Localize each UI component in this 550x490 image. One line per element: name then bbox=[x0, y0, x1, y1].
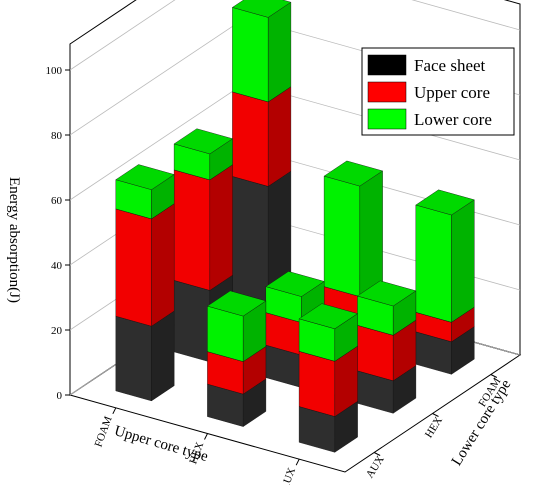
y-tick bbox=[432, 413, 439, 417]
bar-face-front bbox=[323, 175, 360, 297]
z-tick-label: 20 bbox=[51, 325, 63, 337]
bar-segment bbox=[206, 290, 267, 362]
legend-swatch bbox=[367, 81, 407, 103]
grid-line bbox=[69, 0, 521, 71]
bar-segment bbox=[115, 164, 175, 220]
bar-face-top bbox=[265, 271, 325, 297]
bar-face-top bbox=[115, 164, 175, 190]
z-tick-label: 100 bbox=[46, 65, 63, 77]
bar-face-top bbox=[231, 0, 292, 18]
bar-face-side bbox=[209, 164, 233, 291]
bar-face-front bbox=[115, 315, 152, 402]
x-tick bbox=[204, 433, 208, 440]
bar-face-front bbox=[298, 351, 335, 417]
bar-face-front bbox=[232, 7, 269, 103]
bar-face-front bbox=[232, 91, 269, 187]
bar-segment bbox=[265, 271, 325, 323]
bar-face-top bbox=[356, 280, 417, 307]
bar-face-top bbox=[323, 160, 384, 187]
bar-face-top bbox=[206, 290, 267, 317]
x-tick bbox=[112, 407, 117, 415]
z-tick-label: 60 bbox=[51, 195, 63, 207]
bar-face-top bbox=[415, 189, 475, 216]
z-tick-label: 0 bbox=[57, 390, 63, 402]
bar-face-side bbox=[359, 170, 383, 297]
bar-face-side bbox=[268, 86, 292, 187]
bar-face-top bbox=[298, 303, 359, 330]
bar-face-front bbox=[115, 208, 152, 327]
bar-face-side bbox=[151, 203, 175, 327]
legend-label: Upper core bbox=[414, 83, 490, 102]
y-axis-title: Lower core type bbox=[449, 377, 515, 469]
bar-segment bbox=[356, 280, 417, 336]
bar-segment bbox=[298, 303, 359, 362]
bar-segment bbox=[323, 160, 384, 297]
y-tick-label: AUX bbox=[364, 454, 387, 481]
z-tick-label: 80 bbox=[51, 130, 63, 142]
y-tick bbox=[373, 452, 381, 456]
bar-segment bbox=[231, 0, 292, 103]
bar-face-side bbox=[451, 199, 475, 323]
x-tick-label: FOAM bbox=[93, 415, 115, 449]
bar-segment bbox=[415, 189, 475, 323]
bar-face-side bbox=[268, 1, 292, 103]
bar-face-front bbox=[173, 280, 211, 363]
z-axis-title: Energy absorption(J) bbox=[6, 177, 22, 303]
x-tick-label: AUX bbox=[279, 466, 298, 485]
legend-label: Lower core bbox=[414, 110, 492, 129]
bar-face-front bbox=[415, 204, 452, 323]
bar-face-top bbox=[173, 128, 234, 155]
legend-swatch bbox=[367, 108, 407, 130]
z-tick-label: 40 bbox=[51, 260, 63, 272]
y-tick-label: HEX bbox=[423, 415, 445, 441]
x-tick bbox=[295, 458, 300, 466]
legend-swatch bbox=[367, 54, 407, 76]
bar-segment bbox=[173, 128, 234, 181]
y-tick bbox=[490, 374, 498, 378]
legend-label: Face sheet bbox=[414, 56, 486, 75]
bar-face-front bbox=[173, 169, 211, 291]
bar-face-side bbox=[151, 310, 175, 402]
